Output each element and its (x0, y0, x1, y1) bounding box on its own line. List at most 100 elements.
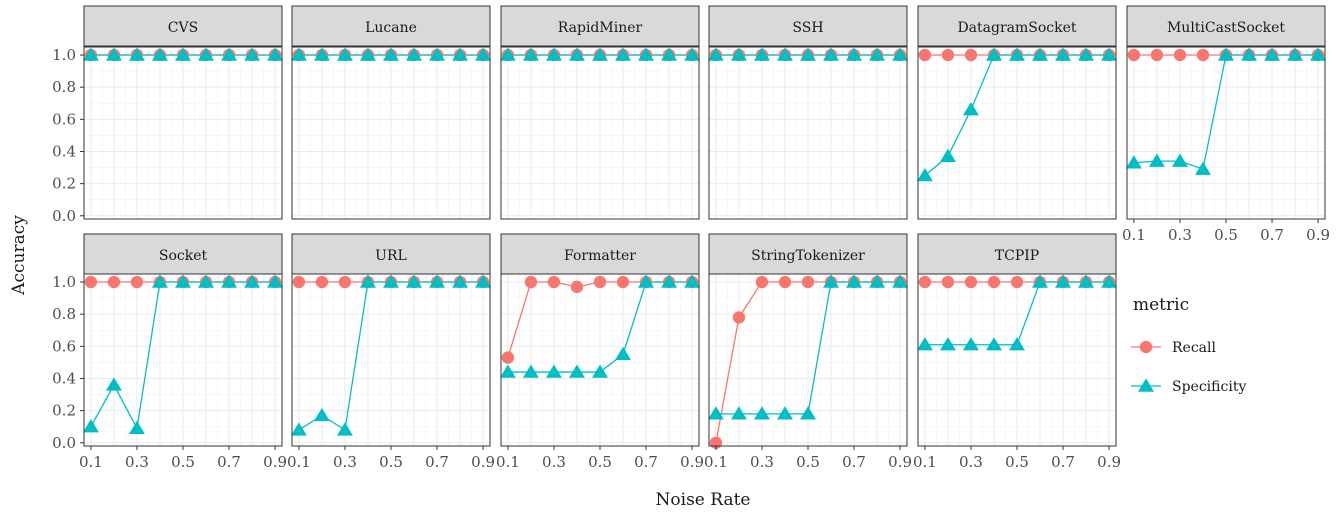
specificity-point (406, 47, 423, 61)
specificity-point (568, 364, 585, 378)
strip-background (291, 233, 491, 275)
specificity-point (638, 47, 655, 61)
y-axis-title: Accuracy (9, 215, 29, 296)
specificity-point (962, 102, 979, 116)
specificity-point (776, 47, 793, 61)
specificity-point (244, 47, 261, 61)
specificity-point (221, 274, 238, 288)
specificity-point (592, 364, 608, 378)
specificity-point (1310, 47, 1327, 61)
specificity-point (267, 274, 284, 288)
y-tick-label: 1.0 (52, 273, 76, 291)
x-tick-label: 0.5 (379, 453, 403, 471)
strip-label: MultiCastSocket (1167, 20, 1285, 36)
recall-point (107, 275, 121, 289)
legend-key-triangle (1138, 378, 1154, 392)
facet-panels: CVS Lucane RapidMiner SSH DatagramSocket Mult… (82, 5, 1327, 449)
recall-point (1150, 48, 1164, 62)
specificity-point (707, 406, 724, 420)
specificity-point (1101, 47, 1118, 61)
specificity-point (916, 167, 933, 182)
specificity-point (475, 47, 492, 61)
legend-title: metric (1133, 295, 1189, 315)
specificity-point (1287, 47, 1304, 61)
panel-ssh: SSH (707, 5, 909, 220)
recall-point (524, 275, 538, 289)
specificity-point (290, 47, 307, 61)
specificity-point (800, 47, 816, 61)
specificity-point (429, 47, 446, 61)
specificity-point (175, 47, 191, 61)
strip-label: RapidMiner (558, 20, 643, 36)
specificity-point (1009, 47, 1025, 61)
specificity-point (383, 274, 399, 288)
x-tick-label: 0.3 (542, 453, 566, 471)
x-tick-label: 0.1 (496, 453, 520, 471)
recall-point (84, 275, 98, 289)
specificity-point (1148, 153, 1165, 167)
recall-point (338, 275, 352, 289)
specificity-point (869, 274, 886, 288)
strip-background (83, 5, 283, 47)
recall-point (570, 280, 584, 294)
specificity-point (800, 406, 816, 420)
recall-point (1010, 275, 1024, 289)
x-tick-label: 0.1 (913, 453, 937, 471)
x-tick-label: 0.7 (1051, 453, 1075, 471)
recall-point (778, 275, 792, 289)
specificity-point (128, 420, 145, 435)
legend-items: Recall Specificity (1131, 340, 1246, 395)
specificity-point (522, 47, 539, 61)
x-tick-label: 0.7 (1260, 226, 1284, 244)
legend-label: Specificity (1172, 379, 1246, 395)
specificity-point (1218, 47, 1234, 61)
specificity-point (846, 47, 863, 61)
y-tick-label: 0.6 (52, 337, 76, 355)
x-tick-label: 0.5 (171, 453, 195, 471)
y-tick-label: 0.8 (52, 305, 76, 323)
specificity-point (638, 274, 655, 288)
specificity-point (1032, 47, 1049, 61)
x-tick-label: 0.5 (588, 453, 612, 471)
specificity-point (359, 47, 376, 61)
x-tick-label: 0.1 (704, 453, 728, 471)
strip-background (83, 233, 283, 275)
strip-background (1126, 5, 1326, 47)
x-tick-label: 0.3 (333, 453, 357, 471)
specificity-point (105, 377, 122, 391)
recall-point (918, 275, 932, 289)
strip-label: DatagramSocket (957, 20, 1076, 36)
specificity-point (707, 47, 724, 61)
specificity-point (452, 274, 469, 288)
x-tick-label: 0.9 (263, 453, 287, 471)
panel-socket: Socket (82, 233, 284, 447)
panel-rapidminer: RapidMiner (499, 5, 701, 220)
y-tick-label: 0.2 (52, 175, 76, 193)
specificity-point (105, 47, 122, 61)
specificity-point (1264, 47, 1281, 61)
specificity-point (499, 47, 516, 61)
legend: metric Recall Specificity (1131, 295, 1246, 395)
specificity-point (545, 47, 562, 61)
specificity-point (475, 274, 492, 288)
x-tick-label: 0.5 (1005, 453, 1029, 471)
specificity-point (846, 274, 863, 288)
panel-cvs: CVS (82, 5, 284, 220)
specificity-point (615, 47, 632, 61)
x-tick-label: 0.9 (888, 453, 912, 471)
specificity-point (82, 47, 99, 61)
specificity-point (684, 47, 701, 61)
specificity-point (615, 346, 632, 361)
panel-border (500, 46, 700, 220)
specificity-point (661, 274, 678, 288)
specificity-point (522, 364, 539, 378)
specificity-point (1009, 337, 1025, 351)
strip-background (708, 5, 908, 47)
specificity-point (684, 274, 701, 288)
panel-multicastsocket: MultiCastSocket (1125, 5, 1327, 220)
panel-datagramsocket: DatagramSocket (916, 5, 1118, 220)
specificity-point (151, 47, 168, 61)
specificity-point (313, 47, 330, 61)
recall-point (801, 275, 815, 289)
y-tick-label: 0.4 (52, 369, 76, 387)
